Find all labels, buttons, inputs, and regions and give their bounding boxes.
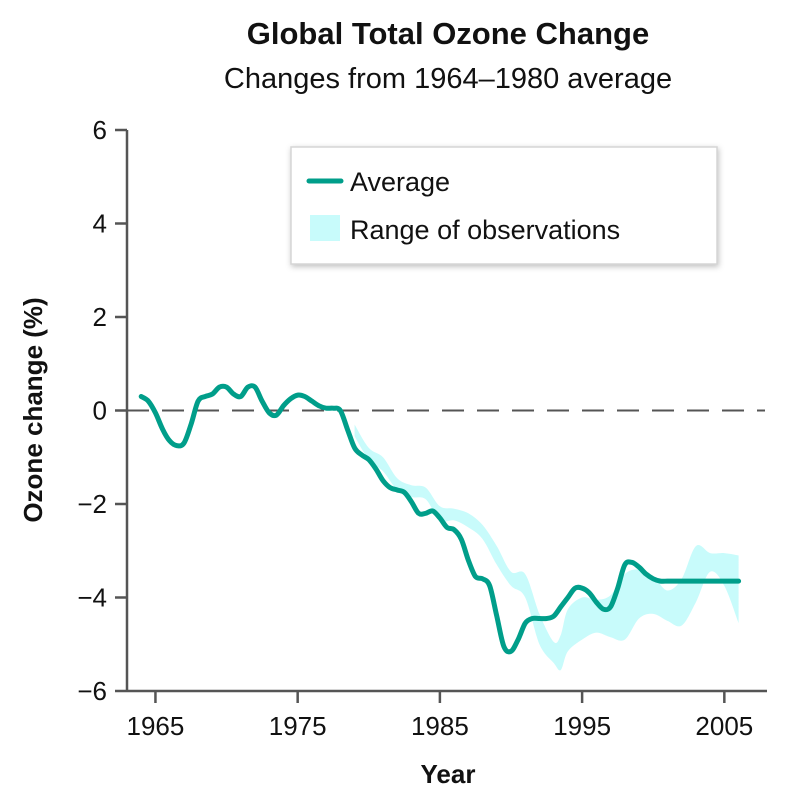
- chart-subtitle: Changes from 1964–1980 average: [224, 63, 672, 95]
- y-tick-label: 0: [93, 396, 107, 426]
- y-axis: 6 4 2 0 −2 −4 −6: [77, 115, 129, 706]
- x-tick-label: 1975: [269, 711, 327, 741]
- x-tick-label: 2005: [695, 711, 753, 741]
- range-of-observations-band: [354, 424, 739, 671]
- x-axis-title: Year: [421, 759, 476, 789]
- y-tick-label: −4: [77, 583, 107, 613]
- legend-range-label: Range of observations: [350, 215, 620, 245]
- legend-box: [290, 146, 718, 265]
- x-tick-label: 1965: [127, 711, 185, 741]
- legend-average-label: Average: [350, 167, 450, 197]
- x-axis: 1965 1975 1985 1995 2005: [127, 689, 767, 741]
- y-tick-label: −2: [77, 489, 107, 519]
- chart-title: Global Total Ozone Change: [247, 16, 649, 51]
- average-series-line: [138, 383, 742, 655]
- legend-range-swatch: [310, 215, 340, 241]
- legend: Average Range of observations: [290, 146, 718, 265]
- y-ticks: 6 4 2 0 −2 −4 −6: [77, 115, 127, 706]
- y-tick-label: 6: [93, 115, 107, 145]
- x-ticks: 1965 1975 1985 1995 2005: [127, 691, 753, 741]
- y-tick-label: −6: [77, 676, 107, 706]
- x-tick-label: 1995: [553, 711, 611, 741]
- y-tick-label: 4: [93, 209, 107, 239]
- x-tick-label: 1985: [411, 711, 469, 741]
- y-tick-label: 2: [93, 302, 107, 332]
- y-axis-title: Ozone change (%): [18, 297, 48, 522]
- plot-area: [127, 383, 765, 671]
